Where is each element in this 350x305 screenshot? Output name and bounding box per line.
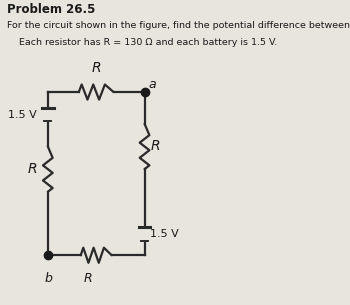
Text: R: R [28,162,37,176]
Text: Problem 26.5: Problem 26.5 [7,3,96,16]
Text: R: R [150,139,160,153]
Text: b: b [45,272,53,285]
Text: 1.5 V: 1.5 V [150,229,179,239]
Text: R: R [91,61,101,75]
Text: For the circuit shown in the figure, find the potential difference between point: For the circuit shown in the figure, fin… [7,21,350,30]
Text: Each resistor has R = 130 Ω and each battery is 1.5 V.: Each resistor has R = 130 Ω and each bat… [7,38,278,47]
Text: a: a [149,77,156,91]
Text: R: R [84,272,93,285]
Text: 1.5 V: 1.5 V [8,110,37,120]
